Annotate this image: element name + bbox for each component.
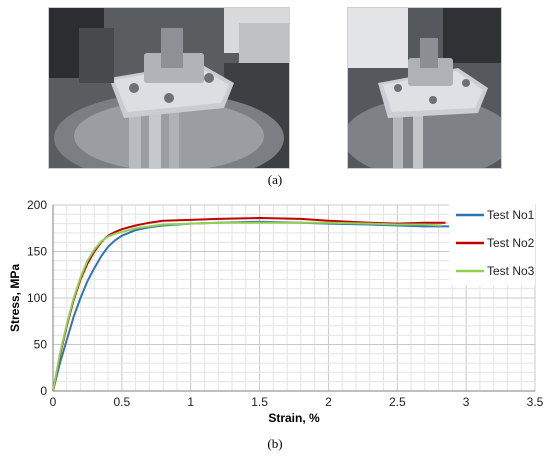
y-axis-title: Stress, MPa	[8, 264, 22, 332]
x-tick-label: 0	[50, 395, 57, 409]
x-tick-label: 1	[187, 395, 194, 409]
chart-series	[52, 217, 453, 392]
caption-b: (b)	[267, 436, 283, 451]
chart-legend: Test No1 Test No2 Test No3	[449, 200, 535, 285]
y-tick-label: 50	[34, 338, 48, 352]
photo-tensile-grips-wide	[48, 7, 290, 169]
y-tick-label: 200	[27, 198, 47, 212]
x-axis-title: Strain, %	[268, 411, 320, 425]
legend-label: Test No2	[487, 236, 535, 250]
x-tick-label: 2.5	[389, 395, 406, 409]
x-tick-label: 3	[463, 395, 470, 409]
y-tick-label: 100	[27, 291, 47, 305]
legend-label: Test No1	[487, 208, 535, 222]
tensile-fixture-illustration	[49, 8, 289, 168]
photo-tensile-grips-close	[347, 7, 502, 169]
x-tick-label: 0.5	[114, 395, 131, 409]
caption-a: (a)	[267, 172, 283, 187]
series-line-test-no3	[52, 221, 442, 392]
x-tick-label: 1.5	[251, 395, 268, 409]
chart-axes: 0 0.5 1 1.5 2 2.5 3 3.5 0 50 100 150 200	[27, 198, 544, 409]
x-tick-label: 3.5	[527, 395, 544, 409]
tensile-grips-closeup-illustration	[348, 8, 501, 168]
y-tick-label: 150	[27, 245, 47, 259]
x-tick-label: 2	[325, 395, 332, 409]
y-tick-label: 0	[40, 384, 47, 398]
legend-label: Test No3	[487, 264, 535, 278]
